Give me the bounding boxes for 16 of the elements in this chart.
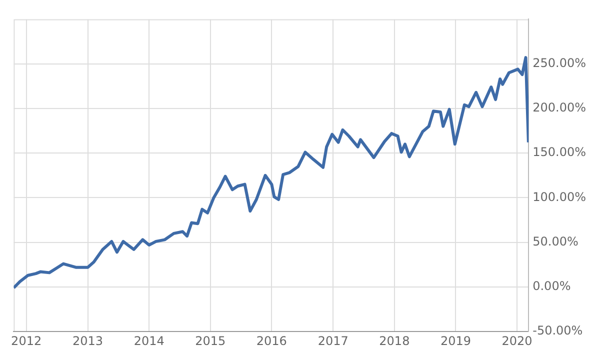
y-tick-label: 250.00% — [532, 56, 586, 70]
y-tick-label: 0.00% — [532, 279, 571, 294]
x-tick-label: 2012 — [11, 334, 42, 348]
y-tick-label: 50.00% — [532, 234, 578, 248]
y-tick-label: 100.00% — [532, 190, 586, 204]
x-tick-label: 2015 — [195, 334, 226, 348]
x-tick-label: 2013 — [72, 334, 104, 348]
y-tick-label: 150.00% — [532, 145, 586, 160]
x-tick-label: 2020 — [502, 334, 532, 348]
x-tick-label: 2017 — [318, 334, 348, 348]
y-tick-label: 200.00% — [532, 100, 586, 115]
x-tick-label: 2016 — [256, 334, 287, 348]
x-tick-label: 2018 — [379, 334, 410, 348]
x-tick-label: 2019 — [440, 334, 471, 348]
y-tick-label: -50.00% — [532, 324, 583, 338]
x-tick-label: 2014 — [134, 334, 164, 348]
